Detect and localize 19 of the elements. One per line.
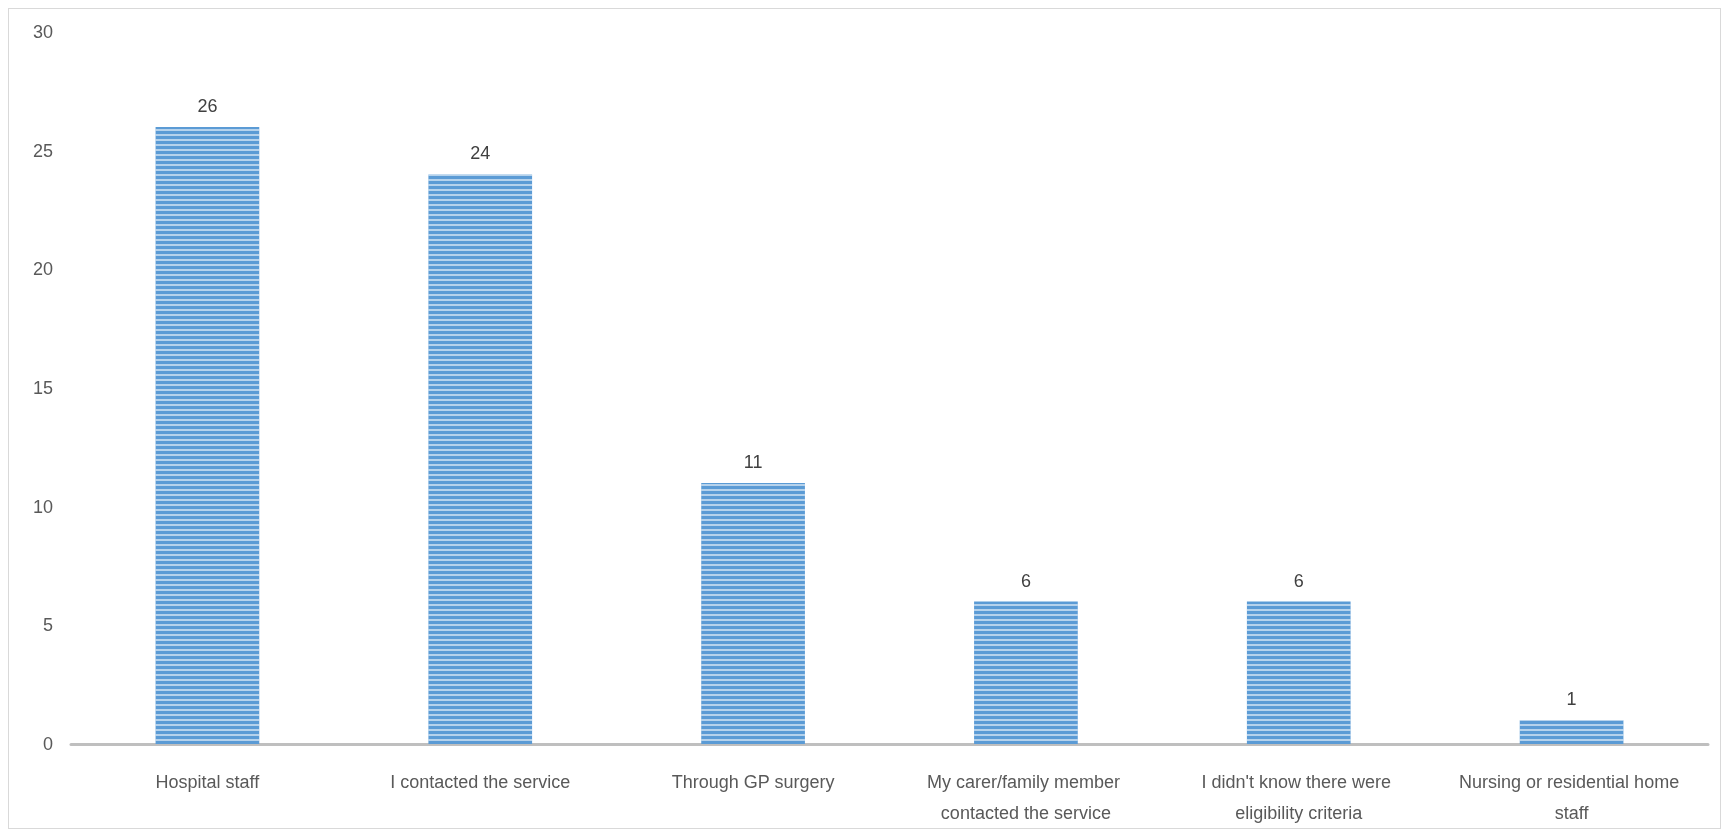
x-tick-label: I didn't know there were eligibility criteria: [1201, 771, 1397, 823]
x-tick-label: I contacted the service: [390, 771, 571, 792]
data-label: 6: [1293, 570, 1304, 591]
y-tick-label: 15: [32, 378, 53, 398]
y-tick-label: 25: [32, 140, 53, 161]
data-label: 1: [1566, 689, 1577, 710]
x-tick-label: My carer/family member contacted the service: [926, 771, 1125, 823]
data-label: 24: [470, 143, 491, 164]
data-label: 26: [197, 95, 218, 116]
y-tick-label: 10: [32, 496, 53, 517]
x-tick-label: Through GP surgery: [671, 771, 835, 792]
x-tick-label: Nursing or residential home staff: [1459, 771, 1685, 823]
x-tick-label: Hospital staff: [155, 771, 261, 792]
y-tick-label: 30: [32, 22, 53, 42]
y-tick-label: 20: [32, 259, 53, 280]
data-label: 11: [743, 451, 763, 472]
y-tick-label: 5: [42, 615, 53, 636]
data-label: 6: [1020, 570, 1031, 591]
y-tick-label: 0: [42, 734, 53, 754]
